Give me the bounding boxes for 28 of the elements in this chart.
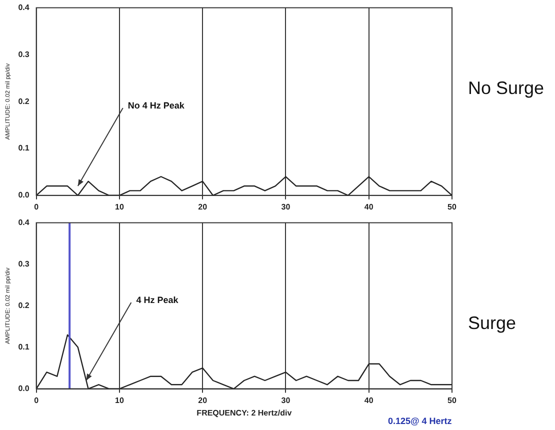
x-tick-label: 40	[364, 202, 374, 212]
x-tick-label: 0	[34, 202, 40, 212]
text: 0.125@ 4 Hertz	[388, 416, 452, 426]
text: No Surge	[468, 78, 544, 98]
x-tick-label: 0	[34, 396, 40, 405]
x-tick-label: 20	[198, 396, 208, 405]
x-tick-label: 30	[281, 396, 291, 405]
y-tick-label: 0.2	[18, 301, 30, 310]
x-tick-label: 50	[448, 202, 457, 212]
y-tick-label: 0.3	[18, 260, 30, 269]
y-tick-label: 0.3	[18, 50, 30, 59]
annotation: No 4 Hz Peak	[128, 100, 186, 111]
x-tick-label: 10	[115, 396, 124, 405]
y-tick-label: 0.4	[18, 3, 30, 12]
x-axis-title: FREQUENCY: 2 Hertz/div	[196, 408, 292, 418]
annotation: 4 Hz Peak	[136, 294, 180, 305]
x-tick-label: 30	[281, 202, 291, 212]
x-tick-label: 50	[448, 396, 457, 405]
y-tick-label: 0.0	[18, 190, 30, 200]
text: Surge	[468, 312, 516, 334]
x-tick-label: 20	[198, 202, 208, 212]
x-tick-label: 10	[115, 202, 124, 212]
y-tick-label: 0.1	[18, 144, 30, 153]
x-tick-label: 40	[364, 396, 374, 405]
y-tick-label: 0.1	[18, 342, 30, 352]
y-tick-label: 0.4	[18, 218, 30, 228]
y-tick-label: 0.0	[18, 384, 30, 394]
y-tick-label: 0.2	[18, 96, 30, 106]
